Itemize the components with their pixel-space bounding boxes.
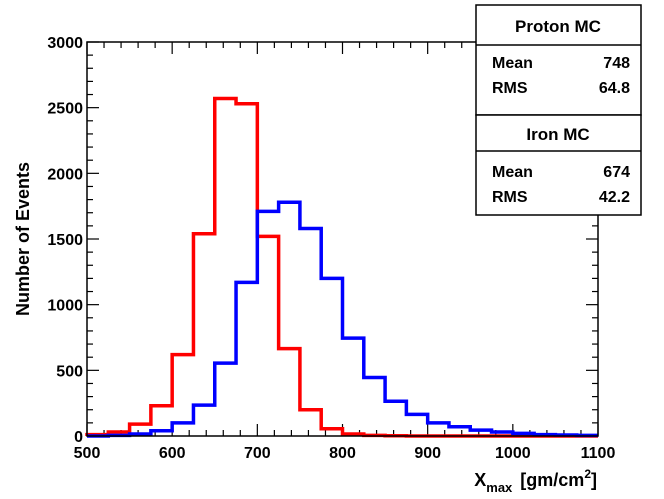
stats-rms-label-proton: RMS (492, 80, 528, 97)
y-tick-label: 0 (74, 429, 83, 446)
x-tick-label: 1000 (495, 445, 531, 462)
stats-mean-value-iron: 674 (603, 164, 630, 181)
x-tick-label: 700 (244, 445, 271, 462)
stats-mean-label-proton: Mean (492, 55, 533, 72)
stats-mean-label-iron: Mean (492, 164, 533, 181)
x-tick-label: 900 (414, 445, 441, 462)
y-tick-label: 500 (56, 363, 83, 380)
x-tick-label: 1100 (581, 445, 616, 462)
series-proton-mc (87, 200, 598, 438)
x-tick-labels: 500 600 700 800 900 1000 1100 (74, 445, 616, 462)
y-tick-label: 2000 (47, 166, 83, 183)
x-axis-label-unit-sup: 2 (584, 467, 591, 481)
stats-box-proton: Proton MC Mean 748 RMS 64.8 (475, 4, 642, 116)
stats-rms-value-proton: 64.8 (599, 80, 630, 97)
y-tick-label: 2500 (47, 101, 83, 118)
x-axis-label-unit-close: ] (591, 470, 597, 490)
y-tick-label: 1500 (47, 232, 83, 249)
stats-rms-label-iron: RMS (492, 189, 528, 206)
stats-title-proton: Proton MC (515, 17, 601, 36)
x-axis-label: Xmax [gm/cm2] (474, 467, 597, 495)
y-tick-labels: 0 500 1000 1500 2000 2500 3000 (47, 35, 83, 446)
stats-mean-value-proton: 748 (603, 55, 630, 72)
stats-rms-value-iron: 42.2 (599, 189, 630, 206)
y-tick-label: 1000 (47, 298, 83, 315)
plot-frame (86, 41, 599, 437)
series-line-1 (87, 200, 598, 438)
stats-title-iron: Iron MC (526, 125, 589, 144)
x-tick-label: 800 (329, 445, 356, 462)
x-tick-label: 600 (159, 445, 186, 462)
x-tick-label: 500 (74, 445, 101, 462)
x-axis-label-unit: [gm/cm (520, 470, 584, 490)
x-axis-label-main: X (474, 470, 486, 490)
y-tick-label: 3000 (47, 35, 83, 52)
x-axis-label-sub: max (486, 480, 513, 495)
y-axis-label: Number of Events (13, 162, 33, 316)
stats-box-iron: Iron MC Mean 674 RMS 42.2 (475, 114, 642, 216)
